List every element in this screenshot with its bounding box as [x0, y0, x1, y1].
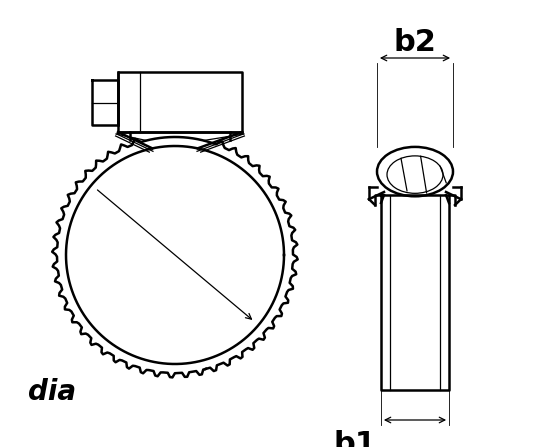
- Text: b2: b2: [394, 28, 437, 57]
- Text: b1: b1: [333, 430, 377, 447]
- Text: dia: dia: [28, 378, 76, 406]
